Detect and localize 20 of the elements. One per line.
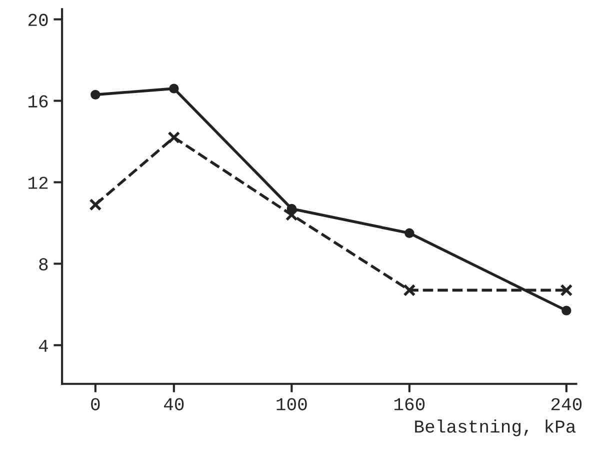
point [169, 84, 179, 94]
y-tick-label: 12 [28, 176, 48, 189]
point [404, 228, 414, 238]
point [403, 284, 416, 296]
y-tick-label: 20 [28, 14, 48, 26]
y-tick-label: 4 [38, 340, 48, 352]
x-tick-label: 160 [394, 398, 425, 410]
x-tick-label: 40 [164, 398, 184, 410]
point [285, 208, 298, 222]
x-axis-title: Belastning, kPa [415, 419, 576, 436]
point [560, 284, 573, 296]
point [562, 306, 572, 316]
y-tick-label: 16 [28, 95, 48, 108]
point [90, 90, 100, 100]
x-tick-label: 0 [91, 398, 100, 410]
point [168, 131, 180, 144]
y-tick-label: 8 [39, 258, 48, 270]
x-tick-label: 100 [276, 398, 307, 410]
point [89, 198, 102, 211]
x-tick-label: 240 [551, 398, 582, 410]
